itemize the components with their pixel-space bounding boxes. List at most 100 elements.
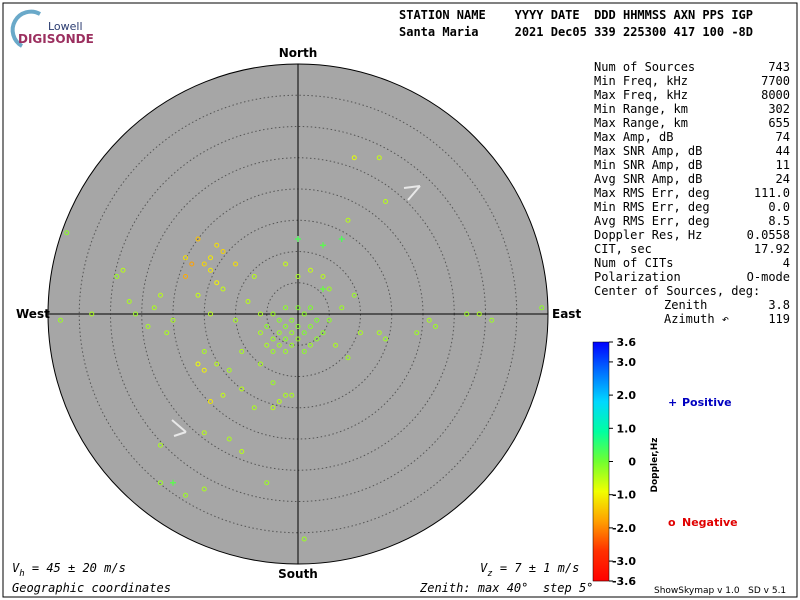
source-negative [220,286,226,292]
source-negative [270,405,276,411]
source-negative [301,330,307,336]
colorbar-strip [593,456,609,458]
source-positive [320,242,326,249]
version-text: ShowSkymap v 1.0 SD v 5.1 [654,586,786,596]
colorbar-strip [593,417,609,419]
source-negative [333,342,338,348]
source-negative [220,392,226,398]
stat-value: 44 [776,144,790,158]
colorbar-strip [593,396,609,398]
colorbar-strip [593,527,609,529]
source-negative [114,274,120,279]
colorbar-strip [593,454,609,456]
source-negative [320,330,326,336]
colorbar-strip [593,402,609,404]
colorbar-strip [593,352,609,354]
source-negative [433,324,438,329]
colorbar-strip [593,382,609,384]
stat-value: 7700 [761,74,790,88]
source-negative [476,311,482,317]
colorbar-strip [593,416,609,418]
legend-label: Negative [682,516,738,529]
stat-value: 17.92 [754,242,790,256]
colorbar-strip [593,523,609,525]
stat-value: 8.5 [768,214,790,228]
colorbar-strip [593,563,609,565]
source-negative [426,317,432,323]
legend-marker: + [668,396,677,409]
colorbar-strip [593,415,609,417]
colorbar-strip [593,451,609,453]
source-negative [120,267,126,273]
source-negative [283,336,288,342]
arrow-mark [171,419,187,437]
colorbar-strip [593,345,609,347]
colorbar-strip [593,544,609,546]
colorbar-strip [593,497,609,499]
source-negative [289,342,295,348]
source-negative [383,336,388,342]
colorbar-strip [593,361,609,363]
colorbar-strip [593,486,609,488]
source-negative [376,155,382,161]
source-positive [338,236,345,242]
colorbar-strip [593,519,609,521]
colorbar-strip [593,356,609,358]
colorbar-strip [593,373,609,375]
source-negative [201,430,207,436]
header-line: STATION NAME YYYY DATE DDD HHMMSS AXN PP… [399,8,753,22]
colorbar-strip [593,564,609,566]
source-negative [239,449,245,454]
colorbar-strip [593,528,609,530]
colorbar-strip [593,500,609,502]
colorbar-strip [593,434,609,436]
source-negative [276,330,282,336]
colorbar-strip [593,347,609,349]
source-negative [283,392,288,398]
colorbar-strip [593,403,609,405]
stat-value: 74 [776,130,790,144]
colorbar-strip [593,448,609,450]
source-negative [345,355,351,361]
colorbar-strip [593,398,609,400]
logo-arc [10,9,41,48]
colorbar-strip [593,443,609,445]
source-negative [233,317,238,323]
vh-text: Vh = 45 ± 20 m/s [12,561,126,579]
colorbar-strip [593,496,609,498]
colorbar-strip [593,491,609,493]
colorbar-strip [593,449,609,451]
colorbar-tick-label: 0 [628,456,636,469]
stat-label: Avg RMS Err, deg [594,214,710,228]
colorbar-strip [593,531,609,533]
colorbar-strip [593,565,609,567]
colorbar-strip [593,371,609,373]
colorbar-strip [593,467,609,469]
colorbar-strip [593,473,609,475]
colorbar-strip [593,457,609,459]
source-negative [208,399,213,404]
source-negative [351,155,357,161]
source-positive [170,479,176,486]
colorbar-strip [593,431,609,433]
colorbar-strip [593,546,609,548]
source-negative [89,311,95,317]
colorbar-strip [593,405,609,407]
source-negative [358,330,363,336]
stat-label: Max Range, km [594,116,688,130]
source-negative [295,305,301,311]
colorbar-strip [593,530,609,532]
stat-value: 24 [776,172,790,186]
colorbar-strip [593,515,609,517]
colorbar-strip [593,554,609,556]
source-negative [158,292,163,298]
colorbar-strip [593,503,609,505]
colorbar-strip [593,374,609,376]
colorbar-strip [593,384,609,386]
colorbar-strip [593,389,609,391]
colorbar-strip [593,475,609,477]
colorbar-strip [593,537,609,539]
source-negative [208,311,213,317]
colorbar-strip [593,552,609,554]
colorbar-strip [593,493,609,495]
